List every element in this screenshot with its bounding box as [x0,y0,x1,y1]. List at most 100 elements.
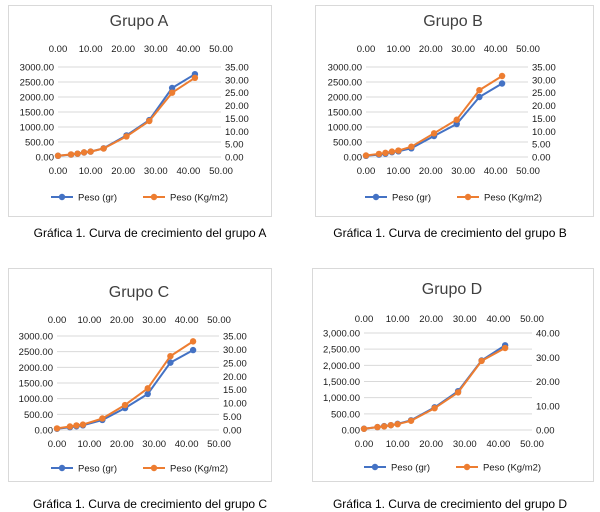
legend-label-peso-kgm2: Peso (Kg/m2) [170,193,228,204]
x-top-tick-label: 50.00 [207,315,231,326]
data-point-peso-kgm2 [407,417,415,424]
chart-frame [8,5,272,217]
x-bottom-tick-label: 40.00 [484,166,508,177]
y-left-tick-label: 500.00 [333,138,362,149]
y-left-tick-label: 3,000.00 [323,329,360,340]
y-right-tick-label: 35.00 [223,332,247,343]
data-point-peso-kgm2 [100,145,107,152]
legend-label-peso-gr: Peso (gr) [391,463,430,474]
data-point-peso-kgm2 [191,74,199,82]
y-right-tick-label: 20.00 [536,377,560,388]
y-right-tick-label: 10.00 [532,127,556,138]
legend-marker-peso-kgm2 [150,464,158,472]
x-bottom-tick-label: 10.00 [387,166,411,177]
y-left-tick-label: 2,500.00 [323,345,360,356]
y-right-tick-label: 0.00 [532,153,551,164]
data-point-peso-kgm2 [395,147,402,154]
x-bottom-tick-label: 50.00 [209,166,233,177]
chart-frame [8,268,272,482]
x-bottom-tick-label: 10.00 [386,439,410,450]
y-left-tick-label: 1500.00 [19,379,53,390]
legend-marker-peso-kgm2 [464,193,472,201]
x-top-tick-label: 20.00 [419,44,443,55]
data-point-peso-kgm2 [408,143,415,150]
chart-caption: Gráfica 1. Curva de crecimiento del grup… [332,497,568,511]
y-right-tick-label: 0.00 [223,426,242,437]
data-point-peso-kgm2 [99,415,106,422]
y-right-tick-label: 30.00 [536,353,560,364]
data-point-peso-kgm2 [79,421,87,428]
y-left-tick-label: 500.00 [331,409,360,420]
data-point-peso-kgm2 [123,133,130,140]
data-point-peso-kgm2 [53,425,61,432]
y-left-tick-label: 0.00 [35,426,54,437]
y-right-tick-label: 20.00 [225,101,249,112]
x-bottom-tick-label: 30.00 [453,439,477,450]
data-point-peso-kgm2 [121,401,129,409]
x-top-tick-label: 50.00 [516,44,540,55]
x-bottom-tick-label: 20.00 [419,439,443,450]
data-point-peso-kgm2 [375,150,383,158]
x-top-tick-label: 0.00 [357,44,376,55]
y-right-tick-label: 20.00 [532,101,556,112]
data-point-peso-kgm2 [144,385,151,392]
x-bottom-tick-label: 20.00 [111,166,135,177]
data-point-peso-kgm2 [67,151,75,158]
x-bottom-tick-label: 0.00 [357,166,376,177]
x-top-tick-label: 0.00 [355,314,374,325]
y-left-tick-label: 500.00 [25,138,54,149]
x-top-tick-label: 10.00 [78,315,102,326]
x-bottom-tick-label: 50.00 [520,439,544,450]
y-left-tick-label: 1,000.00 [323,393,360,404]
y-left-tick-label: 2000.00 [328,93,362,104]
legend-label-peso-kgm2: Peso (Kg/m2) [484,193,542,204]
data-point-peso-kgm2 [362,152,370,159]
y-left-tick-label: 3000.00 [328,63,362,74]
data-point-peso-kgm2 [87,148,94,155]
x-bottom-tick-label: 30.00 [142,439,166,450]
series-line-peso-kgm2 [365,75,503,157]
chart-panel-b: Grupo B 0.00 500.00 1000.00 1500.00 2000.00 25… [300,0,600,256]
x-bottom-tick-label: 30.00 [144,166,168,177]
x-bottom-tick-label: 0.00 [355,439,374,450]
x-top-tick-label: 40.00 [484,44,508,55]
data-point-peso-kgm2 [189,338,197,345]
y-right-tick-label: 5.00 [225,140,244,151]
data-point-peso-kgm2 [380,423,388,430]
y-right-tick-label: 5.00 [223,412,242,423]
y-left-tick-label: 2000.00 [20,93,54,104]
chart-caption: Gráfica 1. Curva de crecimiento del grup… [333,226,567,240]
y-right-tick-label: 30.00 [223,345,247,356]
chart-grupo-a: Grupo A 0.00 500.00 1000.00 1500.00 2000.00 25… [20,13,249,204]
chart-grupo-d: Grupo D 0.00 500.00 1,000.00 1,500.00 2,000.0… [323,281,560,474]
x-bottom-tick-label: 40.00 [487,439,511,450]
y-left-tick-label: 1000.00 [20,123,54,134]
y-left-tick-label: 0.00 [342,426,361,437]
y-left-tick-label: 2500.00 [328,78,362,89]
data-point-peso-gr [189,346,197,354]
x-bottom-tick-label: 10.00 [79,166,103,177]
x-top-tick-label: 0.00 [49,44,68,55]
y-left-tick-label: 2000.00 [19,363,53,374]
x-bottom-tick-label: 20.00 [419,166,443,177]
x-bottom-tick-label: 50.00 [207,439,231,450]
legend-marker-peso-gr [372,193,380,201]
legend-marker-peso-gr [58,464,66,472]
x-bottom-tick-label: 10.00 [78,439,102,450]
y-right-tick-label: 25.00 [532,88,556,99]
data-point-peso-kgm2 [73,422,80,429]
x-top-tick-label: 30.00 [144,44,168,55]
legend-marker-peso-gr [371,463,379,471]
data-point-peso-kgm2 [382,149,389,157]
y-left-tick-label: 500.00 [24,410,53,421]
data-point-peso-kgm2 [454,389,462,396]
chart-panel-c: Grupo C 0.00 500.00 1000.00 1500.00 2000.00 25… [0,256,300,512]
data-point-peso-kgm2 [66,423,74,430]
y-left-tick-label: 1500.00 [20,108,54,119]
legend-marker-peso-kgm2 [150,193,158,201]
y-left-tick-label: 3000.00 [19,332,53,343]
data-point-peso-kgm2 [360,425,368,432]
y-right-tick-label: 25.00 [225,88,249,99]
chart-grupo-c: Grupo C 0.00 500.00 1000.00 1500.00 2000.00 25… [19,284,247,475]
data-point-peso-gr [168,84,176,92]
